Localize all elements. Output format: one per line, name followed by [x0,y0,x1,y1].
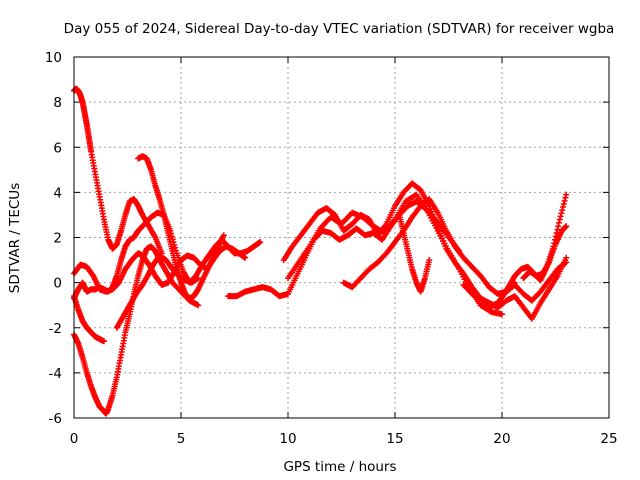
series-track-1 [71,85,165,257]
data-point-marker [562,194,569,201]
x-tick-label: 25 [600,431,617,447]
y-tick-label: -4 [49,366,62,382]
y-tick-label: 0 [53,276,62,292]
y-tick-label: 10 [45,50,62,66]
data-point-marker [554,226,561,233]
series-track-9 [280,180,518,311]
y-tick-label: 4 [53,185,62,201]
data-point-marker [220,232,227,239]
x-tick-label: 0 [70,431,79,447]
data-point-marker [172,244,179,251]
data-point-marker [195,275,202,282]
data-point-marker [559,204,566,211]
chart-title: Day 055 of 2024, Sidereal Day-to-day VTE… [64,21,615,37]
y-axis-label: SDTVAR / TECUs [7,183,23,293]
data-point-marker [557,213,564,220]
plot-frame [73,56,610,419]
data-point-marker [242,254,249,261]
y-tick-label: -6 [49,411,62,427]
data-point-marker [555,223,562,230]
data-point-marker [559,207,566,214]
data-point-marker [499,311,505,318]
series-track-2 [71,243,202,417]
series-track-5 [71,243,249,295]
y-tick-label: 2 [53,231,62,247]
series-track-7 [135,153,227,302]
y-tick-label: -2 [49,321,62,337]
data-point-marker [257,239,264,246]
data-point-marker [563,223,570,230]
y-tick-label: 6 [53,140,62,156]
grid-lines [74,57,609,418]
data-marks [71,85,570,417]
series-track-6 [113,252,202,331]
data-point-marker [100,338,107,345]
x-tick-label: 10 [279,431,296,447]
series-track-10 [285,191,505,318]
x-tick-label: 20 [493,431,510,447]
y-tick-label: 8 [53,95,62,111]
data-point-marker [556,216,563,223]
data-point-marker [563,254,570,261]
x-axis-label: GPS time / hours [283,459,396,475]
x-tick-label: 15 [386,431,403,447]
data-point-marker [563,191,570,198]
x-tick-label: 5 [177,431,186,447]
data-point-marker [426,257,433,264]
series-track-11 [340,196,570,304]
series-track-4 [71,293,107,345]
tick-labels: 0 5 10 15 20 25 -6 -4 -2 0 2 4 6 8 10 [45,50,618,447]
series-track-12 [396,211,433,295]
data-point-marker [195,302,202,309]
series-track-13 [460,254,570,322]
data-point-marker [558,210,565,217]
data-point-marker [555,219,562,226]
data-point-marker [560,200,567,207]
series-track-15 [520,223,570,282]
data-point-marker [561,197,568,204]
